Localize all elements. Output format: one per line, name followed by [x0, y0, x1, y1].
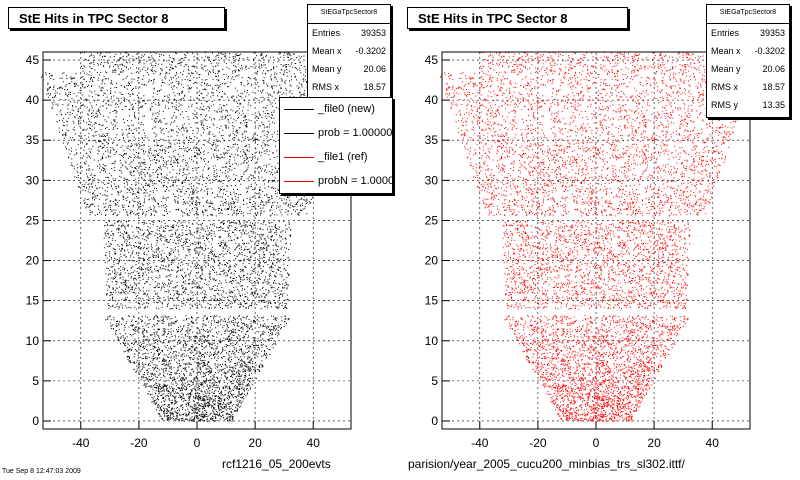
y-tick-label: 5	[431, 374, 438, 388]
y-tick-label: 35	[425, 133, 439, 147]
plot-panel: -40 -20 0 20 40 0 5 10 15 20 25 30 35 40 45	[425, 51, 751, 450]
y-tick-label: 40	[26, 93, 40, 107]
left-stats-box: StEGaTpcSector8 Entries 39353 Mean x -0.32…	[307, 4, 391, 100]
stats-row: Mean y 20.06	[312, 64, 386, 74]
timestamp-text: Tue Sep 8 12:47:03 2009	[2, 468, 81, 475]
stats-row: Mean x -0.3202	[312, 46, 386, 56]
x-tick-label: -40	[72, 436, 90, 450]
y-tick-label: 40	[425, 93, 439, 107]
y-tick-label: 30	[425, 173, 439, 187]
x-tick-label: 20	[647, 436, 661, 450]
stats-row: Mean x -0.3202	[711, 46, 785, 56]
stats-row: Entries 39353	[711, 28, 785, 38]
y-tick-label: 0	[431, 414, 438, 428]
y-tick-label: 20	[26, 254, 40, 268]
y-tick-label: 5	[32, 374, 39, 388]
x-tick-label: -20	[130, 436, 148, 450]
y-tick-label: 45	[425, 53, 439, 67]
x-tick-label: 0	[194, 436, 201, 450]
y-tick-label: 45	[26, 53, 40, 67]
legend-entry: _file0 (new)	[280, 98, 392, 122]
y-tick-label: 10	[425, 334, 439, 348]
stats-row: RMS x 18.57	[312, 82, 386, 92]
y-tick-label: 15	[425, 294, 439, 308]
x-tick-label: 40	[706, 436, 720, 450]
right-footer-text: parision/year_2005_cucu200_minbias_trs_s…	[408, 457, 685, 471]
y-tick-label: 30	[26, 173, 40, 187]
y-tick-label: 10	[26, 334, 40, 348]
x-tick-label: 20	[248, 436, 262, 450]
stats-row: RMS y 13.35	[711, 100, 785, 110]
legend-entry: prob = 1.000000	[280, 122, 392, 146]
y-tick-label: 25	[26, 213, 40, 227]
x-tick-label: 0	[593, 436, 600, 450]
right-stats-box: StEGaTpcSector8 Entries 39353 Mean x -0.32…	[706, 4, 790, 118]
plot-background	[442, 52, 750, 429]
stats-row: Mean y 20.06	[711, 64, 785, 74]
stats-header: StEGaTpcSector8	[308, 5, 390, 24]
y-tick-label: 20	[425, 254, 439, 268]
legend: _file0 (new) prob = 1.000000 _file1 (ref…	[279, 97, 393, 194]
y-tick-label: 25	[425, 213, 439, 227]
left-chart-title: StE Hits in TPC Sector 8	[8, 7, 225, 29]
x-tick-label: -40	[471, 436, 489, 450]
stats-row: RMS x 18.57	[711, 82, 785, 92]
y-tick-label: 35	[26, 133, 40, 147]
legend-entry: probN = 1.000000	[280, 170, 392, 193]
left-footer-text: rcf1216_05_200evts	[222, 457, 331, 471]
legend-entry: _file1 (ref)	[280, 146, 392, 170]
right-chart-title: StE Hits in TPC Sector 8	[407, 7, 628, 29]
stats-header: StEGaTpcSector8	[707, 5, 789, 24]
stats-row: Entries 39353	[312, 28, 386, 38]
x-tick-label: 40	[307, 436, 321, 450]
y-tick-label: 15	[26, 294, 40, 308]
x-tick-label: -20	[529, 436, 547, 450]
y-tick-label: 0	[32, 414, 39, 428]
